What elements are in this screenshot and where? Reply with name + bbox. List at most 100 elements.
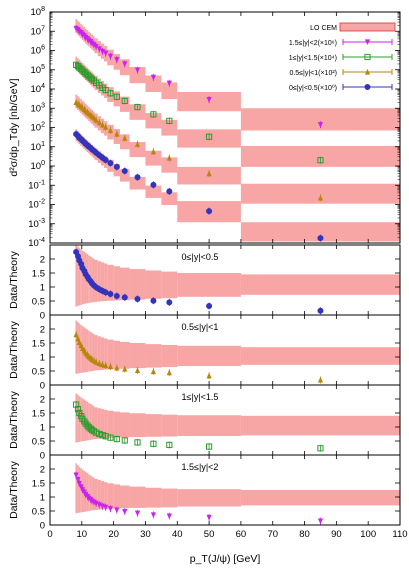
x-tick-label: 90 (331, 529, 342, 540)
ratio-band-bin (92, 258, 95, 303)
data-point (150, 181, 157, 188)
ratio-band-bin (145, 487, 162, 508)
ratio-band-bin (129, 413, 146, 438)
ratio-y-axis-title: Data/Theory (8, 390, 20, 449)
ratio-band-bin (161, 414, 178, 437)
theory-band-bin (129, 142, 146, 158)
ratio-band-bin (104, 338, 108, 370)
ratio-band-bin (240, 274, 400, 295)
x-tick-label: 40 (172, 529, 183, 540)
theory-band-bin (145, 113, 162, 129)
y-tick-label: 1.5 (32, 269, 45, 280)
y-tick-label: 101 (31, 141, 46, 153)
legend-marker (364, 39, 371, 46)
data-point (206, 97, 212, 103)
data-point (122, 61, 128, 68)
ratio-band-bin (129, 343, 146, 369)
data-point (317, 235, 324, 242)
y-tick-label: 0 (40, 521, 45, 532)
data-point (75, 477, 81, 483)
x-tick-label: 100 (360, 529, 376, 540)
theory-band-bin (161, 119, 178, 136)
data-point (150, 512, 157, 519)
ratio-band-bin (88, 474, 90, 511)
rapidity-label: 0.5≤|y|<1 (182, 322, 219, 332)
data-point (114, 130, 120, 137)
ratio-panel-2: 0 0.5 1 1.5 2 1≤|y|<1.5 Data/Theory (8, 384, 401, 462)
ratio-band-bin (113, 340, 120, 370)
ratio-band-bin (91, 476, 93, 511)
theory-band-bin (240, 183, 400, 204)
top-y-axis-title: d²σ/dp_Tdy [nb/GeV] (8, 78, 20, 176)
ratio-band-bin (100, 481, 105, 510)
data-point (166, 80, 172, 87)
top-panel: 10-4 10-3 10-2 10-1 100 101 102 103 104 105 106 107… (8, 6, 401, 249)
data-point (134, 510, 141, 517)
y-tick-label: 10-3 (28, 218, 45, 230)
data-point (205, 133, 213, 140)
data-point (206, 303, 213, 310)
ratio-band-bin (88, 330, 90, 372)
ratio-band-bin (75, 463, 78, 514)
data-point (114, 364, 120, 371)
ratio-band-bin (177, 273, 241, 297)
data-point (82, 420, 89, 427)
data-point (122, 135, 128, 141)
data-point (121, 167, 128, 174)
y-tick-label: 0.5 (32, 437, 45, 448)
theory-band-bin (161, 192, 178, 206)
y-tick-label: 104 (31, 83, 46, 95)
ratio-band-bin (92, 477, 95, 511)
ratio-band-bin (120, 341, 130, 369)
ratio-band-bin (94, 407, 98, 440)
theory-band-bin (129, 66, 146, 84)
data-point (88, 76, 96, 83)
ratio-band-bin (94, 478, 98, 510)
theory-band-bin (129, 176, 146, 190)
data-point (150, 111, 157, 118)
ratio-band-bin (77, 394, 79, 443)
series-2 (73, 94, 400, 204)
ratio-band-bin (77, 322, 79, 374)
data-point (76, 339, 82, 346)
ratio-band-bin (113, 266, 120, 301)
ratio-band-bin (107, 264, 114, 301)
y-tick-label: 1.5 (32, 339, 45, 350)
ratio-band-bin (91, 405, 93, 440)
ratio-band-bin (240, 490, 400, 506)
theory-band-bin (240, 108, 400, 131)
y-tick-label: 1.5 (32, 409, 45, 420)
data-point (317, 122, 324, 128)
data-point (93, 358, 99, 365)
ratio-band-bin (78, 247, 81, 306)
ratio-band-bin (120, 267, 130, 301)
ratio-band-bin (107, 483, 114, 509)
data-point (96, 360, 102, 367)
ratio-band-bin (81, 250, 84, 305)
ratio-band-bin (94, 259, 98, 302)
y-tick-label: 106 (31, 45, 46, 57)
y-tick-label: 10-4 (28, 237, 45, 249)
y-tick-label: 1 (40, 423, 45, 434)
data-point (134, 367, 141, 374)
y-tick-label: 10-1 (28, 179, 45, 191)
data-point (121, 97, 128, 105)
series-3 (73, 129, 400, 242)
x-tick-label: 0 (47, 529, 52, 540)
y-tick-label: 105 (31, 64, 46, 76)
legend-marker (364, 84, 371, 91)
y-tick-label: 108 (31, 6, 46, 18)
data-point (166, 513, 172, 520)
y-tick-label: 2 (40, 465, 45, 476)
data-point (76, 480, 82, 487)
ratio-band-bin (97, 336, 101, 371)
data-point (206, 514, 212, 521)
theory-band-bin (240, 222, 400, 242)
data-point (150, 297, 157, 304)
legend-swatch-theory (339, 22, 396, 32)
data-point (134, 103, 141, 111)
data-point (99, 48, 106, 55)
y-tick-label: 0.5 (32, 507, 45, 518)
